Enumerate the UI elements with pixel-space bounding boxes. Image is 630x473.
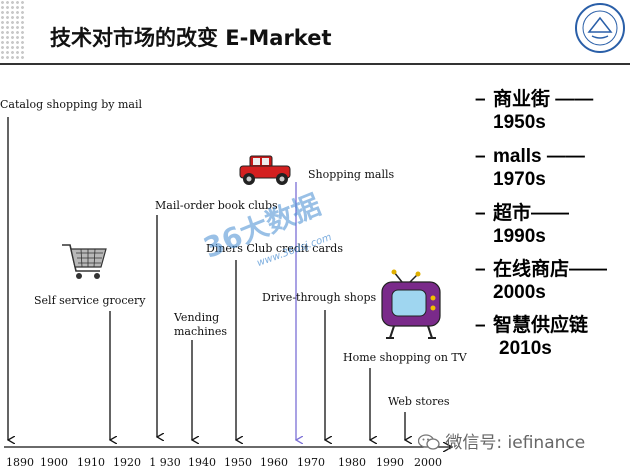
event-self-service-grocery: Self service grocery [34,294,146,307]
year-label: 1900 [40,456,68,469]
dot-pattern [0,0,26,60]
year-label: 1950 [224,456,252,469]
era-bullet: – [475,259,486,280]
title-divider [0,63,630,65]
event-catalog-shopping: Catalog shopping by mail [0,98,142,111]
era-name: malls —— [493,146,585,167]
year-label: 1990 [376,456,404,469]
era-name: 商业街 —— [493,89,594,110]
wechat-id: 微信号: iefinance [418,428,585,453]
event-drive-through: Drive-through shops [262,291,377,304]
event-mail-order-book-clubs: Mail-order book clubs [155,199,278,212]
year-label: 1920 [113,456,141,469]
wechat-text: 微信号: iefinance [445,433,586,453]
year-label: 2000 [414,456,442,469]
event-shopping-malls: Shopping malls [308,168,395,181]
year-label: 1 930 [149,456,181,469]
era-decade: 1970s [493,169,546,190]
era-item: – 商业街 —— 1950s [475,88,593,134]
event-web-stores: Web stores [388,395,450,408]
page-title: 技术对市场的改变 E-Market [50,26,332,50]
year-label: 1910 [77,456,105,469]
era-bullet: – [475,146,486,167]
year-label: 1980 [338,456,366,469]
era-bullet: – [475,89,486,110]
cartoon-tv-icon [381,269,441,339]
era-name: 智慧供应链 [493,315,589,336]
era-decade: 1950s [493,112,546,133]
era-decade: 2000s [493,282,546,303]
year-label: 1890 [6,456,34,469]
wechat-icon [418,434,440,450]
era-item: – 在线商店—— 2000s [475,258,607,304]
antique-car-icon [239,155,291,185]
event-vending-machines: Vending machines [174,311,227,338]
era-item: – 超市—— 1990s [475,202,569,248]
shopping-cart-icon [62,244,107,279]
era-item: – 智慧供应链 2010s [475,314,588,360]
university-seal-icon [575,3,625,53]
era-decade: 1990s [493,226,546,247]
era-item: – malls —— 1970s [475,145,585,191]
year-label: 1960 [260,456,288,469]
event-home-shopping-tv: Home shopping on TV [343,351,467,364]
era-name: 在线商店—— [493,259,608,280]
event-diners-club: Diners Club credit cards [206,242,343,255]
era-bullet: – [475,203,486,224]
year-label: 1940 [188,456,216,469]
year-label: 1970 [297,456,325,469]
era-decade: 2010s [499,338,552,359]
era-name: 超市—— [493,203,570,224]
era-bullet: – [475,315,486,336]
